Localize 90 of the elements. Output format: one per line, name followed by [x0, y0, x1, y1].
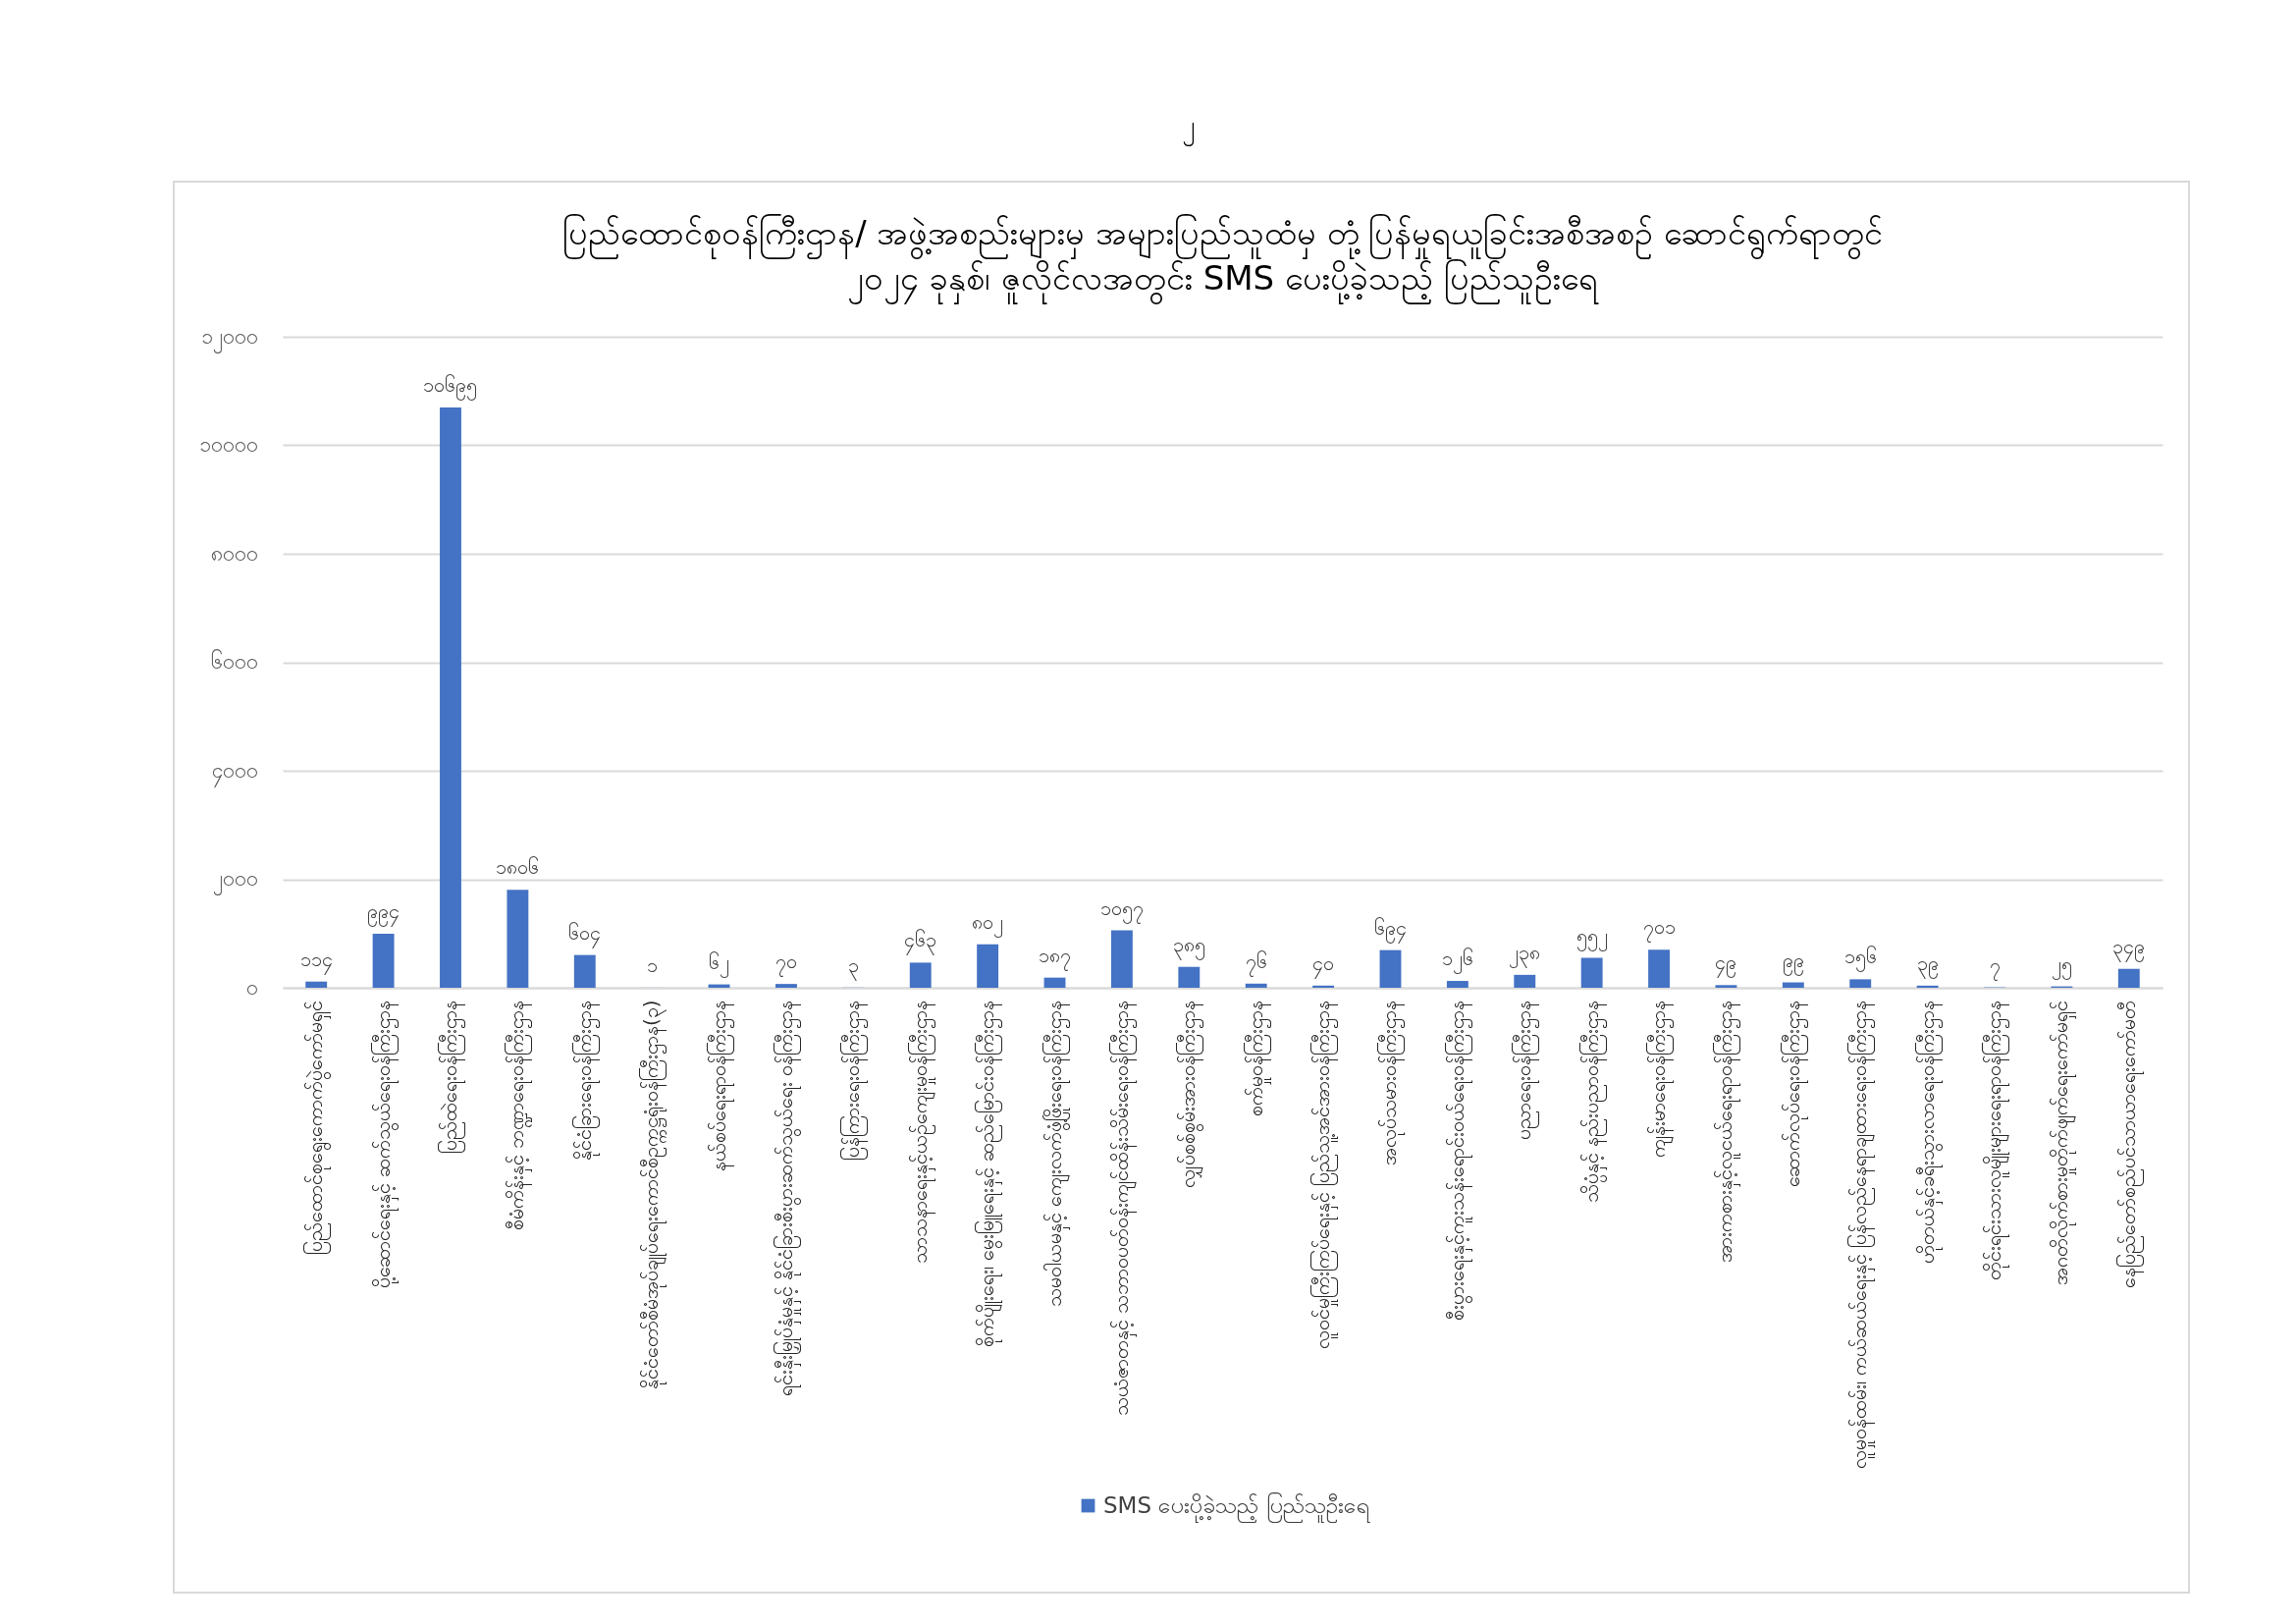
- data-label: ၄၆၃: [904, 928, 937, 956]
- x-tick-label: ပို့ဆောင်ရေးနှင့် ဆက်သွယ်ရေးဝန်ကြီးဌာန: [370, 1000, 399, 1288]
- data-label: ၁၀၆၉၅: [423, 373, 478, 402]
- bar: [1782, 982, 1804, 988]
- x-tick-label: နေပြည်တော်စည်ပင်သာယာရေးကော်မတီ: [2115, 1000, 2144, 1288]
- y-tick-label: ၂၀၀၀: [212, 867, 258, 895]
- x-tick-label: လူမှုဝန်ထမ်း၊ ကယ်ဆယ်ရေးနှင့် ပြန်လည်နေရာချထားရေးဝန်ကြီးဌာန: [1847, 1000, 1876, 1470]
- bar: [1446, 981, 1468, 988]
- data-label: ၁၈၀၆: [496, 855, 540, 880]
- bar: [507, 890, 529, 988]
- x-tick-label: ကျန်းမာရေးဝန်ကြီးဌာန: [1646, 1000, 1675, 1158]
- x-tick-label: စီမံကိန်းနှင့် ဘဏ္ဍာရေးဝန်ကြီးဌာန: [505, 1000, 533, 1230]
- bar: [1379, 949, 1402, 988]
- bar: [775, 984, 797, 988]
- x-tick-label: သိပ္ပံနှင့် နည်းပညာဝန်ကြီးဌာန: [1578, 1000, 1607, 1203]
- x-tick-label: စက်မှုဝန်ကြီးဌာန: [1243, 1000, 1271, 1116]
- data-label: ၉၉: [1782, 947, 1804, 976]
- data-label: ၂၅: [2051, 951, 2072, 980]
- x-tick-label: တိုင်းရင်းသားလူမျိုးများရေးရာဝန်ကြီးဌာန: [1982, 1000, 2010, 1280]
- x-tick-label: သာသနာရေးနှင့်ယဉ်ကျေးမှုဝန်ကြီးဌာန: [907, 1000, 935, 1264]
- x-tick-label: နိုင်ငံခြားရေးဝန်ကြီးဌာန: [571, 1000, 600, 1161]
- legend-label: SMS ပေးပို့ခဲ့သည့် ပြည်သူဦးရေ: [1103, 1491, 1370, 1523]
- x-tick-label: ပညာရေးဝန်ကြီးဌာန: [1512, 1000, 1540, 1140]
- x-tick-label: အလုပ်သမားဝန်ကြီးဌာန: [1377, 1000, 1406, 1165]
- bar: [1245, 983, 1267, 988]
- data-label: ၆၂: [709, 949, 730, 978]
- y-tick-label: ၈၀၀၀: [210, 541, 258, 566]
- bar: [1110, 930, 1133, 988]
- bar: [372, 934, 395, 988]
- data-label: ၁: [646, 952, 658, 977]
- x-tick-label: သမဝါယမနှင့် ကျေးလက်ဖွံ့ဖြိုးရေးဝန်ကြီးဌာန: [1041, 1000, 1070, 1307]
- data-label: ၆၉၄: [1373, 915, 1407, 944]
- bar: [1715, 985, 1737, 988]
- x-tick-label: စိုက်ပျိုးရေး၊ မွေးမြူရေးနှင့် ဆည်မြောင်းဝန်ကြီးဌာန: [975, 1000, 1003, 1348]
- x-tick-label: အားကစားနှင့်လူငယ်ရေးရာဝန်ကြီးဌာန: [1713, 1000, 1741, 1263]
- bar: [1043, 977, 1066, 988]
- chart-title: ပြည်ထောင်စုဝန်ကြီးဌာန/ အဖွဲ့အစည်းများမှ အများပြည်သူထံမှ တုံ့ပြန်မှုရယူခြင်းအစီအစဉ် ဆောင်ရွက်ရာတွင်: [562, 213, 1883, 259]
- x-tick-label: ပြည်ထောင်စုရွေးကောက်ပွဲကော်မရှင်: [303, 1000, 332, 1255]
- data-label: ၇: [1989, 952, 2001, 981]
- bar: [440, 407, 461, 988]
- bar: [977, 944, 999, 988]
- data-label: ၁၁၄: [299, 947, 333, 975]
- data-label: ၄၀: [1312, 950, 1335, 979]
- data-label: ၇၀: [774, 949, 797, 978]
- data-label: ၅၅၂: [1575, 923, 1608, 951]
- bar: [1178, 966, 1201, 988]
- data-label: ၁၀၅၇: [1099, 895, 1144, 924]
- data-label: ၇၆: [1245, 948, 1267, 977]
- x-tick-label: ရင်းနှီးမြှုပ်နှံမှုနှင့် နိုင်ငံခြားစီးပွားဆက်သွယ်ရေး ဝန်ကြီးဌာန: [773, 1000, 801, 1397]
- bar: [573, 954, 596, 988]
- data-label: ၆၀၄: [568, 920, 602, 948]
- x-tick-label: ပြည်ထဲရေးဝန်ကြီးဌာန: [437, 1000, 465, 1154]
- data-label: ၁၂၆: [1441, 947, 1473, 975]
- x-tick-label: ဆောက်လုပ်ရေးဝန်ကြီးဌာန: [1780, 1000, 1808, 1187]
- x-tick-label: အဂတိလိုက်စားမှုတိုက်ဖျက်ရေးကော်မရှင်: [2049, 1000, 2077, 1285]
- bar: [1648, 949, 1670, 988]
- x-tick-label: လူဝင်မှုကြီးကြပ်ရေးနှင့် ပြည်သူ့အင်အားဝန်ကြီးဌာန: [1310, 1000, 1339, 1349]
- y-tick-label: ၁၂၀၀၀: [200, 324, 258, 353]
- data-label: ၉၉၄: [367, 899, 400, 928]
- bar: [909, 962, 932, 988]
- data-label: ၂၃၈: [1509, 940, 1541, 968]
- bar: [2117, 968, 2140, 988]
- data-label: ၃၈၅: [1172, 932, 1205, 960]
- chart-subtitle: ၂၀၂၄ ခုနှစ်၊ ဇူလိုင်လအတွင်း SMS ပေးပို့ခဲ့သည့် ပြည်သူဦးရေ: [847, 258, 1599, 304]
- y-tick-label: ၄၀၀၀: [211, 758, 258, 787]
- y-tick-label: ၀: [245, 975, 258, 1000]
- data-label: ၇၀၁: [1642, 915, 1676, 944]
- text: ၂: [1180, 110, 1196, 145]
- x-tick-label: စီးပွားရေးနှင့်ကူးသန်းရောင်းဝယ်ရေးဝန်ကြီးဌာန: [1444, 1000, 1472, 1321]
- bar: [305, 981, 328, 988]
- x-tick-label: နယ်စပ်ရေးရာဝန်ကြီးဌာန: [706, 1000, 734, 1171]
- bar: [1514, 974, 1536, 988]
- data-label: ၃: [847, 952, 859, 981]
- bar: [1916, 985, 1939, 988]
- x-tick-label: ဟိုတယ်နှင့်ခရီးသွားလာရေးဝန်ကြီးဌာန: [1914, 1000, 1943, 1264]
- bar: [1580, 957, 1603, 988]
- x-tick-label: နိုင်ငံတော်စီမံအုပ်ချုပ်ရေးကောင်စီဥက္ကဋ္ဌရုံးဝန်ကြီးဌာန(၃): [639, 1000, 667, 1390]
- data-label: ၈၀၂: [972, 909, 1004, 938]
- y-tick-label: ၆၀၀၀: [210, 649, 258, 674]
- x-tick-label: ပြန်ကြားရေးဝန်ကြီးဌာန: [840, 1000, 869, 1161]
- data-label: ၁၅၆: [1843, 945, 1877, 973]
- data-label: ၃၄၉: [2112, 934, 2146, 962]
- bar: [1849, 979, 1872, 988]
- data-label: ၄၉: [1715, 950, 1737, 979]
- data-label: ၁၈၇: [1039, 943, 1072, 971]
- y-tick-label: ၁၀၀၀၀: [198, 433, 258, 457]
- x-tick-label: သယံဇာတနှင့် သဘာဝပတ်ဝန်းကျင်ထိန်းသိမ်းရေးဝန်ကြီးဌာန: [1108, 1000, 1137, 1416]
- data-label: ၃၉: [1916, 950, 1939, 979]
- bar: [1312, 985, 1335, 988]
- x-tick-label: လျှပ်စစ်စွမ်းအားဝန်ကြီးဌာန: [1176, 1000, 1204, 1188]
